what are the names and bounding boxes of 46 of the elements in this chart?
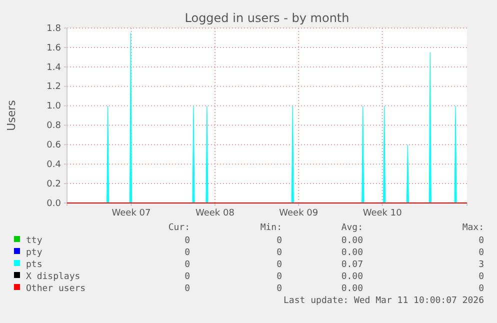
text: 0 xyxy=(478,248,484,258)
y-tick-label: 1.4 xyxy=(46,62,62,73)
y-tick-label: 0.4 xyxy=(46,160,62,170)
y-tick-label: 1.8 xyxy=(46,24,62,34)
x-tick-label: Week 07 xyxy=(112,208,151,218)
text: 0 xyxy=(184,248,190,258)
legend-label: pty xyxy=(26,248,43,258)
y-tick-label: 0.6 xyxy=(46,140,62,151)
legend-label: tty xyxy=(26,236,43,246)
x-tick-label: Week 08 xyxy=(195,208,235,218)
text: 3 xyxy=(478,260,484,270)
text: 0 xyxy=(184,272,190,282)
text: Cur: xyxy=(168,223,190,233)
text: 0 xyxy=(184,260,190,270)
text: Min: xyxy=(260,223,282,233)
y-tick-label: 1.6 xyxy=(46,43,62,54)
y-tick-label: 0.2 xyxy=(46,179,61,190)
text: 0 xyxy=(478,284,484,294)
text: 0.00 xyxy=(341,236,363,246)
text: Max: xyxy=(462,223,484,233)
chart-title: Logged in users - by month xyxy=(184,11,350,25)
text: 0 xyxy=(478,272,484,282)
legend-label: pts xyxy=(26,260,42,270)
text: 0 xyxy=(276,272,282,282)
x-tick-label: Week 09 xyxy=(279,208,318,218)
legend-label: X displays xyxy=(26,272,80,282)
x-tick-label: Week 10 xyxy=(362,208,402,218)
text: 0.00 xyxy=(341,272,363,282)
y-axis-title: Users xyxy=(5,100,18,131)
y-tick-label: 0.8 xyxy=(46,121,62,132)
text: 0 xyxy=(478,236,484,246)
text: Avg: xyxy=(341,223,363,233)
text: 0 xyxy=(276,260,282,270)
text: 0.07 xyxy=(341,260,363,270)
text: 0 xyxy=(276,248,282,258)
text: Last update: Wed Mar 11 10:00:07 2026 xyxy=(284,296,484,306)
text: 0 xyxy=(276,236,282,246)
text: 0 xyxy=(184,236,190,246)
y-tick-label: 1.2 xyxy=(46,82,61,92)
y-tick-label: 1.0 xyxy=(46,102,62,112)
text: 0 xyxy=(184,284,190,294)
text: 0.00 xyxy=(341,284,363,294)
y-tick-label: 0.0 xyxy=(46,198,62,209)
legend-label: Other users xyxy=(26,284,86,294)
text: 0.00 xyxy=(341,248,363,258)
text: 0 xyxy=(276,284,282,294)
